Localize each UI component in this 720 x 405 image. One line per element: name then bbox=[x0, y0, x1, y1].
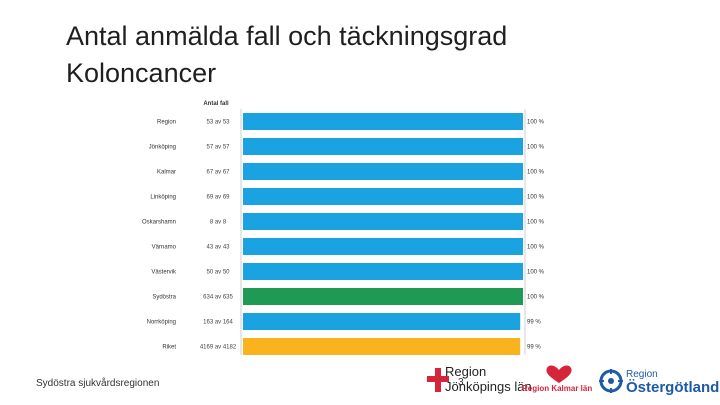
bar bbox=[243, 313, 521, 330]
bar bbox=[243, 163, 523, 180]
category-label: Region bbox=[157, 120, 176, 126]
bar bbox=[243, 113, 523, 130]
page-number: 3 bbox=[458, 377, 464, 388]
count-label: 57 av 57 bbox=[206, 145, 230, 151]
category-label: Oskarshamn bbox=[142, 220, 176, 226]
value-label: 100 % bbox=[527, 295, 545, 301]
count-label: 634 av 635 bbox=[203, 295, 233, 301]
value-label: 99 % bbox=[527, 345, 541, 351]
footer-region-text: Sydöstra sjukvårdsregionen bbox=[36, 378, 160, 389]
category-label: Riket bbox=[162, 345, 176, 351]
count-label: 50 av 50 bbox=[206, 270, 230, 276]
bar bbox=[243, 213, 523, 230]
category-label: Sydöstra bbox=[152, 295, 176, 301]
category-label: Jönköping bbox=[149, 145, 176, 151]
jonkoping-logo-line2: Jönköpings län bbox=[445, 379, 532, 394]
value-label: 100 % bbox=[527, 195, 545, 201]
bar bbox=[243, 238, 523, 255]
count-label: 8 av 8 bbox=[210, 220, 227, 226]
ostergotland-logo-line2: Östergötland bbox=[626, 379, 720, 396]
category-label: Värnamo bbox=[152, 245, 177, 251]
region-ostergotland-logo: Region Östergötland bbox=[598, 364, 720, 396]
region-jonkoping-logo: Region Jönköpings län bbox=[425, 364, 545, 396]
column-header: Antal fall bbox=[203, 101, 229, 107]
slide-title: Antal anmälda fall och täckningsgrad Kol… bbox=[66, 18, 507, 92]
count-label: 53 av 53 bbox=[206, 120, 230, 126]
count-label: 4169 av 4182 bbox=[200, 345, 237, 351]
slide-title-line2: Koloncancer bbox=[66, 58, 217, 88]
count-label: 163 av 164 bbox=[203, 320, 233, 326]
slide-title-line1: Antal anmälda fall och täckningsgrad bbox=[66, 21, 508, 51]
value-label: 99 % bbox=[527, 320, 541, 326]
value-label: 100 % bbox=[527, 270, 545, 276]
coverage-bar-chart: Antal fall Region 53 av 53 100 % Jönköping 5… bbox=[142, 101, 545, 355]
value-label: 100 % bbox=[527, 145, 545, 151]
ostergotland-logo-line1: Region bbox=[626, 369, 658, 380]
value-label: 100 % bbox=[527, 245, 545, 251]
value-label: 100 % bbox=[527, 170, 545, 176]
category-label: Kalmar bbox=[157, 170, 176, 176]
category-label: Västervik bbox=[151, 270, 177, 276]
bar bbox=[243, 288, 523, 305]
bar bbox=[243, 188, 523, 205]
count-label: 67 av 67 bbox=[206, 170, 230, 176]
ostergotland-emblem-icon bbox=[599, 369, 623, 393]
category-label: Linköping bbox=[150, 195, 176, 201]
jonkoping-cross-icon bbox=[427, 368, 449, 392]
kalmar-logo-text: Region Kalmar län bbox=[522, 384, 593, 393]
count-label: 43 av 43 bbox=[206, 245, 230, 251]
region-kalmar-logo: Region Kalmar län bbox=[522, 364, 598, 396]
bar bbox=[243, 138, 523, 155]
value-label: 100 % bbox=[527, 120, 545, 126]
value-label: 100 % bbox=[527, 220, 545, 226]
bar bbox=[243, 338, 521, 355]
kalmar-heart-icon bbox=[546, 365, 572, 383]
count-label: 69 av 69 bbox=[206, 195, 230, 201]
jonkoping-logo-line1: Region bbox=[445, 364, 487, 379]
category-label: Norrköping bbox=[147, 320, 176, 326]
bar bbox=[243, 263, 523, 280]
